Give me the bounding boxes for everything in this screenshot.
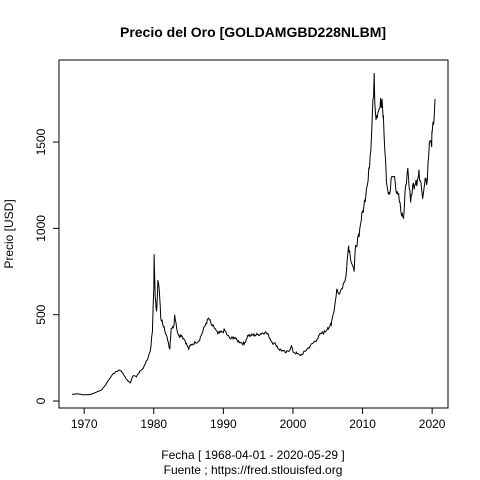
gold-price-series-line bbox=[71, 72, 436, 396]
y-axis-label: Precio [USD] bbox=[2, 199, 16, 268]
plot-frame bbox=[58, 59, 449, 409]
x-tick-label: 1990 bbox=[210, 417, 237, 431]
chart-title: Precio del Oro [GOLDAMGBD228NLBM] bbox=[120, 24, 386, 40]
y-tick-label: 1500 bbox=[34, 128, 48, 155]
x-tick-label: 2000 bbox=[280, 417, 307, 431]
x-axis: 1970 1980 1990 2000 2010 2020 bbox=[71, 407, 446, 431]
x-tick-label: 1980 bbox=[140, 417, 167, 431]
x-tick-label: 2010 bbox=[349, 417, 376, 431]
x-tick-label: 1970 bbox=[71, 417, 98, 431]
y-tick-label: 500 bbox=[34, 304, 48, 324]
y-tick-label: 1000 bbox=[34, 215, 48, 242]
x-tick-label: 2020 bbox=[419, 417, 446, 431]
x-axis-label: Fecha [ 1968-04-01 - 2020-05-29 ] bbox=[161, 448, 344, 462]
y-axis: 0 500 1000 1500 bbox=[34, 128, 60, 404]
y-tick-label: 0 bbox=[34, 397, 48, 404]
x-axis-source-label: Fuente ; https://fred.stlouisfed.org bbox=[164, 463, 343, 477]
